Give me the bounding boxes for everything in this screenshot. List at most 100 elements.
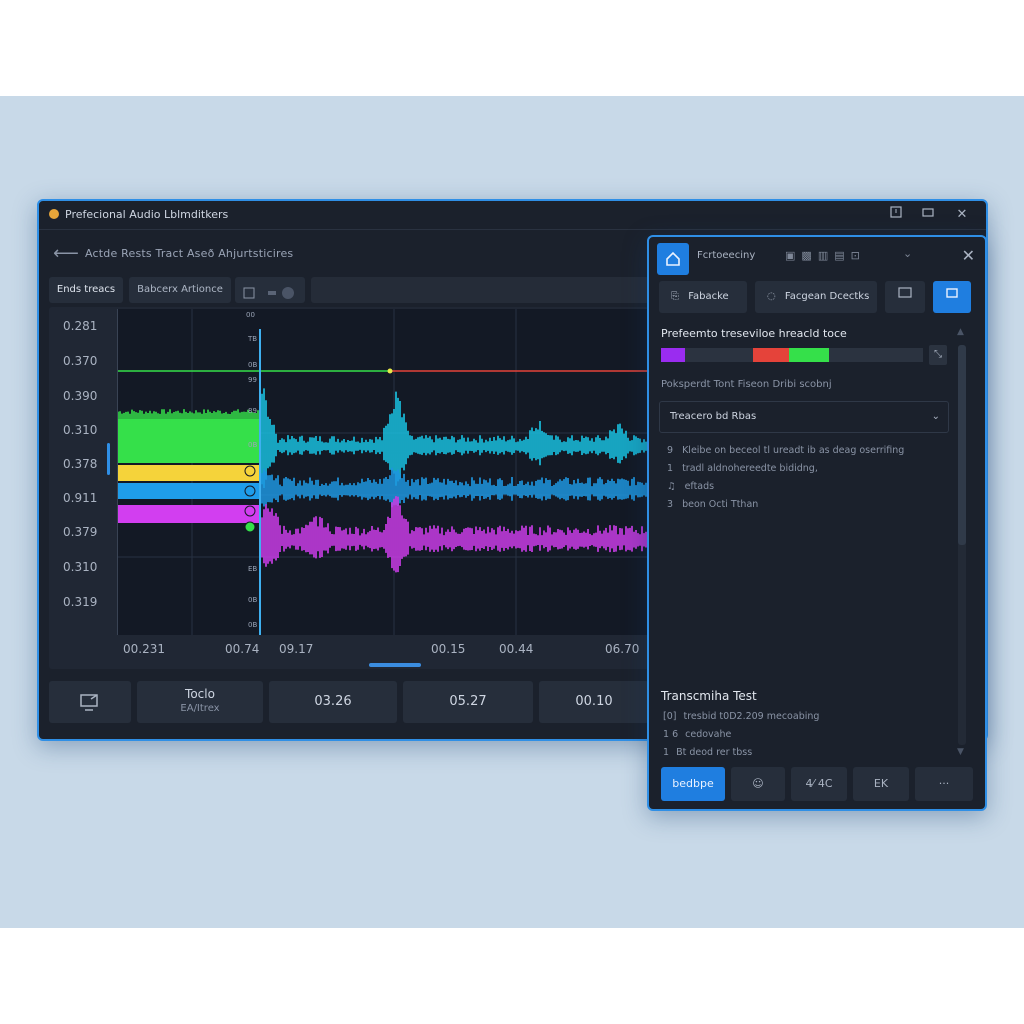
list-marker: ♫ xyxy=(667,481,676,492)
x-label: 00.15 xyxy=(431,642,466,656)
y-label: 0.281 xyxy=(63,319,98,333)
list-item-text: tradl aldnohereedte bididng, xyxy=(682,463,818,474)
share-icon[interactable]: ▤ xyxy=(834,249,851,262)
y-label: 0.379 xyxy=(63,525,98,539)
doc-icon: ⎘ xyxy=(671,291,679,302)
close-icon[interactable]: ✕ xyxy=(961,246,975,265)
time-cell-2[interactable]: 05.27 xyxy=(403,681,533,723)
waveform-blue xyxy=(259,467,651,508)
link-icon[interactable]: ⊡ xyxy=(850,249,866,262)
primary-action-button[interactable]: bedbpe xyxy=(661,767,725,801)
home-button[interactable] xyxy=(657,243,689,275)
meter-segment xyxy=(661,348,685,362)
track-block-blue xyxy=(118,483,260,499)
y-label: 0.378 xyxy=(63,457,98,471)
vertical-scroll-handle[interactable] xyxy=(107,443,110,475)
chevron-down-icon[interactable]: ⌄ xyxy=(903,247,913,260)
copy-icon[interactable]: ▣ xyxy=(785,249,802,262)
meter-segment xyxy=(789,348,829,362)
track-badge-green xyxy=(244,521,256,533)
svg-text:00: 00 xyxy=(246,311,255,319)
window-title: Prefecional Audio Lblmditkers xyxy=(65,208,229,221)
scroll-thumb[interactable] xyxy=(958,345,966,545)
scroll-down-icon[interactable]: ▼ xyxy=(957,747,964,757)
face-button[interactable]: ☺ xyxy=(731,767,785,801)
panel-action-bar: bedbpe ☺ 4⁄ 4C EK ··· xyxy=(661,767,973,801)
more-button[interactable]: ··· xyxy=(915,767,973,801)
track-badge-yellow xyxy=(244,465,256,477)
list-marker: 9 xyxy=(667,445,674,456)
feedback-button[interactable]: ⎘ Fabacke xyxy=(659,281,747,313)
transcript-marker: 1 xyxy=(663,747,670,758)
text-icon: 4⁄ 4C xyxy=(805,777,833,790)
waveform-plot[interactable]: 00 TB 0B 99 89 0B EB 0B 0B xyxy=(117,309,651,635)
navigation-row: ⟵ Actde Rests Tract Aseð Ahjurtsticires xyxy=(39,239,649,269)
tab-toggle[interactable] xyxy=(235,277,305,303)
toggle-icon xyxy=(242,284,298,310)
track-badge-magenta xyxy=(244,505,256,517)
home-icon xyxy=(665,251,681,271)
feedback-label: Fabacke xyxy=(688,291,729,302)
time-cell-3[interactable]: 00.10 xyxy=(539,681,649,723)
tab-strip: Ends treacs Babcerx Artionce xyxy=(49,277,649,305)
svg-text:0B: 0B xyxy=(248,621,257,629)
tab-edit-tracks[interactable]: Ends treacs xyxy=(49,277,123,303)
marker-point xyxy=(387,368,393,374)
close-icon[interactable]: ✕ xyxy=(956,207,968,222)
level-meter xyxy=(661,348,923,362)
x-label: 09.17 xyxy=(279,642,314,656)
list-item: 9 Kleibe on beceol tl ureadt ib as deag … xyxy=(667,445,904,456)
list-marker: 1 xyxy=(667,463,674,474)
square-icon xyxy=(946,288,958,302)
tools-button[interactable]: Toclo EA/Itrex xyxy=(137,681,263,723)
square-button[interactable] xyxy=(933,281,971,313)
track-block-yellow xyxy=(118,465,260,481)
screen-share-button[interactable] xyxy=(49,681,131,723)
minimize-icon[interactable] xyxy=(917,205,939,225)
y-label: 0.319 xyxy=(63,595,98,609)
transcript-marker: [0] xyxy=(663,711,677,722)
scroll-up-icon[interactable]: ▲ xyxy=(957,327,964,337)
chevron-down-icon: ⌄ xyxy=(931,411,940,422)
meter-expand-button[interactable]: ⤡ xyxy=(929,345,947,365)
face-icon: ☺ xyxy=(752,777,764,790)
track-badges xyxy=(244,465,256,533)
transcript-text: Bt deod rer tbss xyxy=(676,747,753,758)
y-label: 0.390 xyxy=(63,389,98,403)
waveform-magenta xyxy=(259,496,651,573)
horizontal-scroll-handle[interactable] xyxy=(369,663,421,667)
search-devices-label: Facgean Dcectks xyxy=(784,291,870,302)
bottom-toolbar: Toclo EA/Itrex 03.26 05.27 00.10 xyxy=(49,681,649,725)
waveform-canvas: 00 TB 0B 99 89 0B EB 0B 0B xyxy=(117,309,651,635)
panel-header-icons: ▣▩▥▤⊡ xyxy=(785,249,866,262)
time-cell-1[interactable]: 03.26 xyxy=(269,681,397,723)
list-item: ♫ eftads xyxy=(667,481,714,492)
track-block-green xyxy=(118,419,260,463)
trash-icon[interactable]: ▥ xyxy=(817,249,835,262)
svg-text:89: 89 xyxy=(248,407,257,415)
back-arrow-icon[interactable]: ⟵ xyxy=(53,243,79,264)
svg-text:0B: 0B xyxy=(248,441,257,449)
search-icon: ◌ xyxy=(767,291,776,302)
waveform-cyan xyxy=(259,388,651,488)
preset-select[interactable]: Treacero bd Rbas ⌄ xyxy=(659,401,949,433)
text-button[interactable]: 4⁄ 4C xyxy=(791,767,847,801)
restore-icon[interactable] xyxy=(885,205,907,225)
y-label: 0.911 xyxy=(63,491,98,505)
svg-text:0B: 0B xyxy=(248,596,257,604)
panel-title: Fcrtoeeciny xyxy=(697,250,756,261)
transcript-marker: 1 6 xyxy=(663,729,679,740)
screen-share-icon xyxy=(79,692,101,716)
monitor-button[interactable] xyxy=(885,281,925,313)
svg-text:TB: TB xyxy=(247,335,257,343)
breadcrumb: Actde Rests Tract Aseð Ahjurtsticires xyxy=(85,247,294,260)
svg-text:99: 99 xyxy=(248,376,257,384)
monitor-icon xyxy=(898,287,912,302)
list-item-text: eftads xyxy=(684,481,715,492)
search-devices-button[interactable]: ◌ Facgean Dcectks xyxy=(755,281,877,313)
crop-button[interactable]: EK xyxy=(853,767,909,801)
tab-balance-actions[interactable]: Babcerx Artionce xyxy=(129,277,231,303)
y-label: 0.370 xyxy=(63,354,98,368)
panel-scrollbar[interactable]: ▲ ▼ xyxy=(955,327,969,757)
cut-icon[interactable]: ▩ xyxy=(801,249,818,262)
